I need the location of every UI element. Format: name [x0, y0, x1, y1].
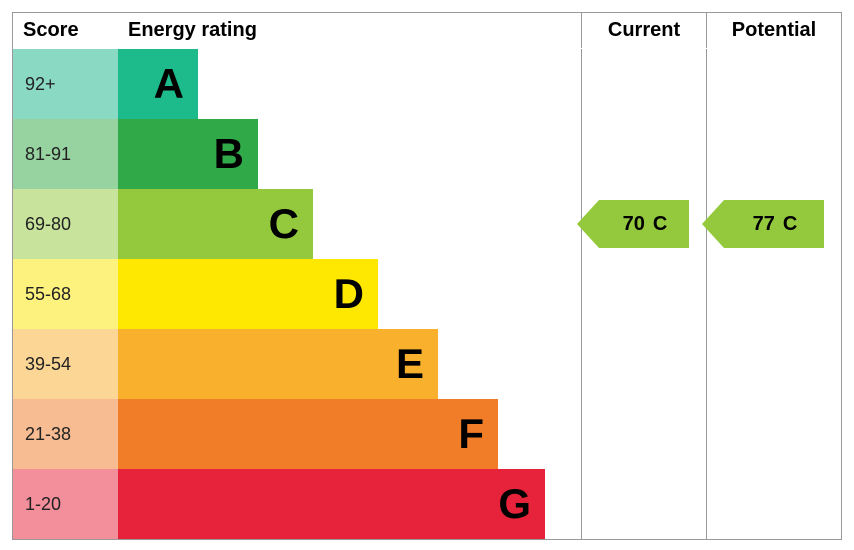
current-letter: C [653, 213, 667, 236]
rating-letter: A [154, 60, 184, 108]
rating-letter: D [334, 270, 364, 318]
current-cell [581, 399, 706, 469]
bar-cell: G [118, 469, 581, 539]
rating-bar-f: F [118, 399, 498, 469]
energy-rating-chart: Score Energy rating Current Potential 92… [12, 12, 842, 540]
potential-cell [706, 49, 841, 119]
rating-letter: E [396, 340, 424, 388]
rating-row-a: 92+ A [13, 49, 841, 119]
potential-cell [706, 469, 841, 539]
header-rating: Energy rating [118, 13, 581, 48]
bar-cell: B [118, 119, 581, 189]
bar-cell: E [118, 329, 581, 399]
bar-cell: A [118, 49, 581, 119]
current-value: 70 [623, 213, 645, 236]
header-score: Score [13, 13, 118, 48]
rating-row-b: 81-91 B [13, 119, 841, 189]
score-cell: 55-68 [13, 259, 118, 329]
potential-cell [706, 329, 841, 399]
current-cell [581, 49, 706, 119]
potential-letter: C [783, 213, 797, 236]
current-tag: 70 C [599, 200, 689, 248]
rating-letter: F [458, 410, 484, 458]
bar-cell: D [118, 259, 581, 329]
rating-row-g: 1-20 G [13, 469, 841, 539]
current-cell [581, 329, 706, 399]
rating-rows: 92+ A 81-91 B 69-80 C 70 C 77 C 55-68 D 39-54 E 21-38 F… [13, 49, 841, 539]
rating-letter: C [269, 200, 299, 248]
current-cell [581, 259, 706, 329]
score-cell: 39-54 [13, 329, 118, 399]
potential-cell [706, 399, 841, 469]
rating-bar-b: B [118, 119, 258, 189]
score-cell: 21-38 [13, 399, 118, 469]
rating-row-f: 21-38 F [13, 399, 841, 469]
bar-cell: F [118, 399, 581, 469]
current-cell [581, 119, 706, 189]
header-potential: Potential [706, 13, 841, 48]
rating-bar-c: C [118, 189, 313, 259]
header-row: Score Energy rating Current Potential [13, 13, 841, 49]
rating-letter: B [214, 130, 244, 178]
current-cell [581, 469, 706, 539]
bar-cell: C [118, 189, 581, 259]
rating-bar-d: D [118, 259, 378, 329]
rating-bar-a: A [118, 49, 198, 119]
header-current: Current [581, 13, 706, 48]
potential-cell [706, 259, 841, 329]
potential-value: 77 [753, 213, 775, 236]
potential-cell: 77 C [706, 189, 841, 259]
rating-row-c: 69-80 C 70 C 77 C [13, 189, 841, 259]
rating-bar-g: G [118, 469, 545, 539]
rating-row-d: 55-68 D [13, 259, 841, 329]
score-cell: 1-20 [13, 469, 118, 539]
score-cell: 92+ [13, 49, 118, 119]
rating-row-e: 39-54 E [13, 329, 841, 399]
potential-cell [706, 119, 841, 189]
current-cell: 70 C [581, 189, 706, 259]
score-cell: 81-91 [13, 119, 118, 189]
potential-tag: 77 C [724, 200, 824, 248]
rating-letter: G [498, 480, 531, 528]
score-cell: 69-80 [13, 189, 118, 259]
rating-bar-e: E [118, 329, 438, 399]
